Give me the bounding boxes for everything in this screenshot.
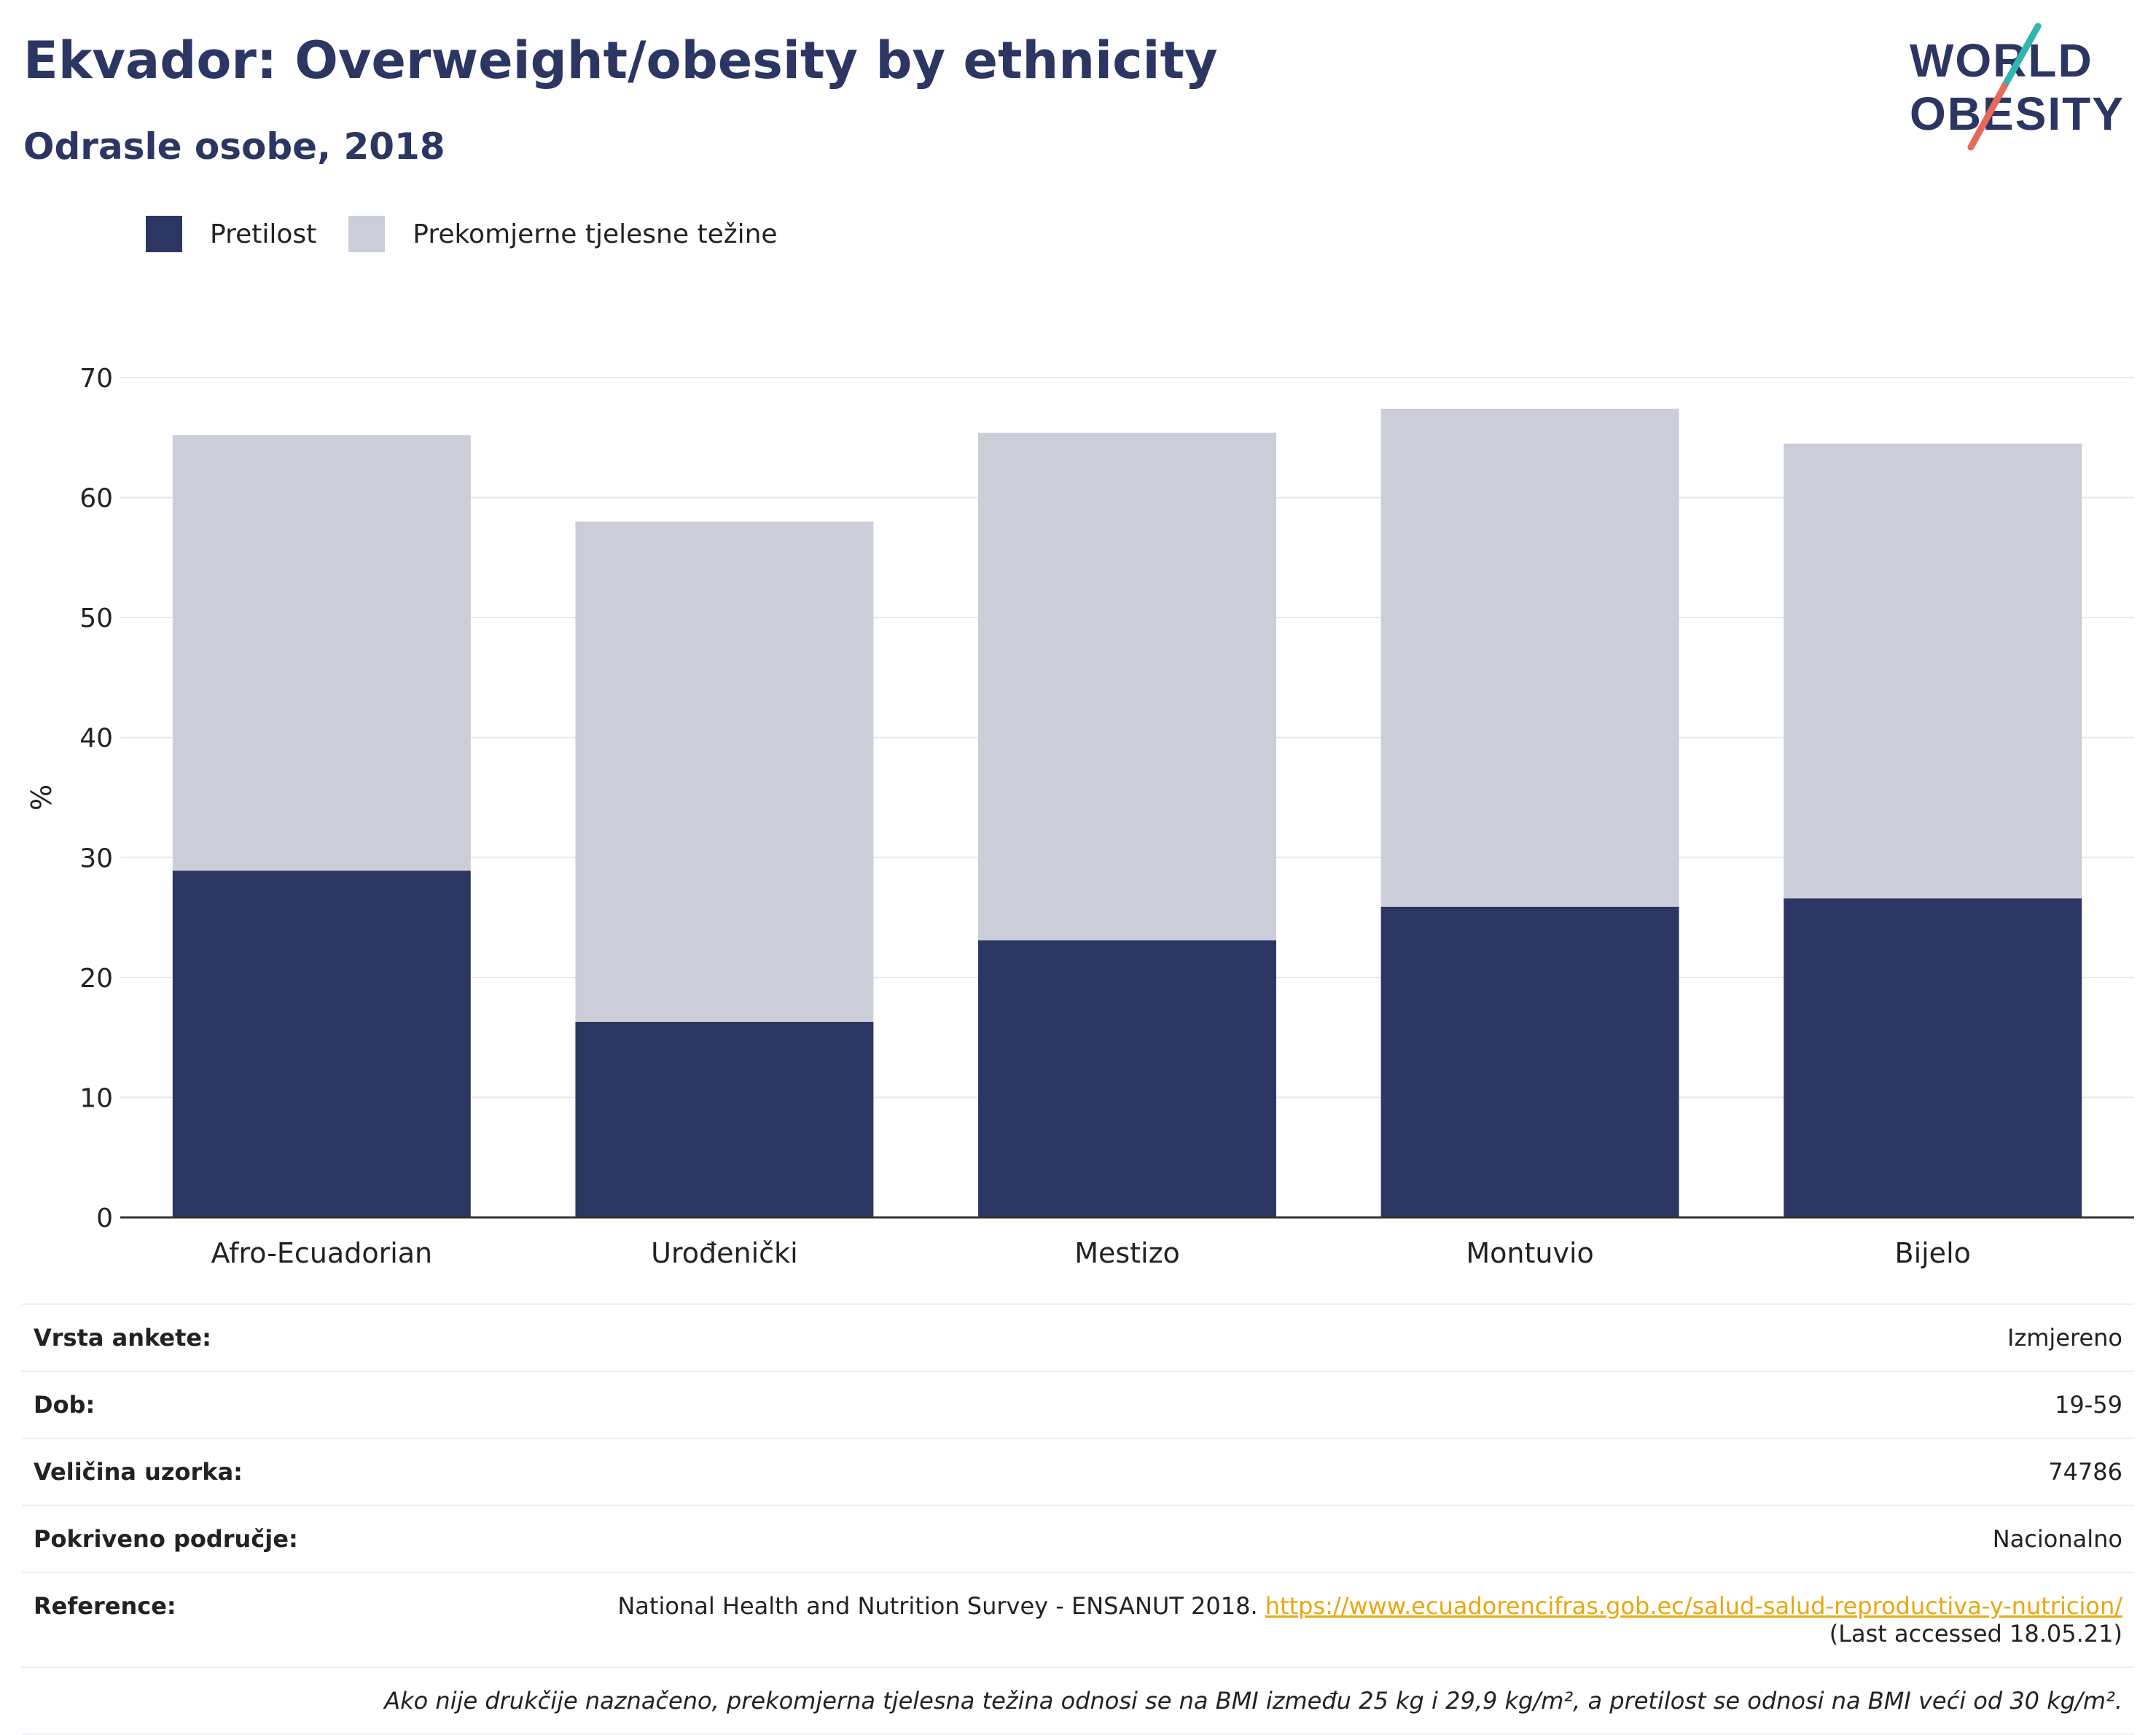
info-row-age: Dob: 19-59	[22, 1371, 2134, 1438]
y-tick-label: 30	[79, 843, 113, 873]
legend-item-overweight[interactable]: Prekomjerne tjelesne težine	[348, 216, 778, 252]
world-obesity-logo: WORLD OBESITY	[1910, 23, 2125, 151]
y-axis-label: %	[26, 784, 58, 811]
reference-text: National Health and Nutrition Survey - E…	[617, 1592, 1258, 1620]
x-tick-label: Montuvio	[1466, 1237, 1593, 1268]
bar-overweight-3[interactable]	[1380, 408, 1679, 907]
legend-swatch-obesity	[146, 216, 182, 252]
bar-obesity-1[interactable]	[575, 1021, 874, 1217]
legend-swatch-overweight	[348, 216, 386, 252]
y-tick-label: 70	[79, 364, 113, 394]
info-row-reference: Reference: National Health and Nutrition…	[22, 1572, 2134, 1666]
bar-overweight-2[interactable]	[978, 432, 1276, 940]
info-row-area: Pokriveno područje: Nacionalno	[22, 1505, 2134, 1572]
legend-label-obesity: Pretilost	[210, 219, 317, 249]
reference-value: National Health and Nutrition Survey - E…	[617, 1592, 2122, 1648]
info-value: 19-59	[2055, 1391, 2122, 1419]
x-tick-label: Mestizo	[1074, 1237, 1180, 1268]
bar-chart: 0 10 20 30 40 50 60 70% Afro-Ecuadorian Urođeničk…	[26, 364, 2134, 1268]
y-tick-label: 40	[79, 724, 113, 754]
x-tick-label: Bijelo	[1895, 1237, 1971, 1268]
x-tick-label: Urođenički	[651, 1237, 797, 1268]
chart-legend: Pretilost Prekomjerne tjelesne težine	[146, 216, 810, 252]
logo-line1: WORLD	[1910, 34, 2093, 87]
bar-overweight-1[interactable]	[575, 521, 874, 1022]
chart-subtitle: Odrasle osobe, 2018	[23, 125, 445, 168]
y-tick-label: 60	[79, 484, 113, 514]
reference-link[interactable]: https://www.ecuadorencifras.gob.ec/salud…	[1265, 1592, 2122, 1620]
bmi-definition-note: Ako nije drukčije naznačeno, prekomjerna…	[22, 1666, 2134, 1735]
x-tick-label: Afro-Ecuadorian	[211, 1237, 432, 1268]
info-label: Veličina uzorka:	[34, 1458, 243, 1486]
bar-obesity-2[interactable]	[978, 940, 1276, 1217]
legend-item-obesity[interactable]: Pretilost	[146, 216, 316, 252]
legend-label-overweight: Prekomjerne tjelesne težine	[413, 219, 778, 249]
survey-info-table: Vrsta ankete: Izmjereno Dob: 19-59 Velič…	[22, 1303, 2134, 1735]
y-tick-label: 20	[79, 964, 113, 994]
bar-overweight-0[interactable]	[172, 434, 471, 871]
info-label: Pokriveno područje:	[34, 1525, 298, 1553]
y-tick-label: 50	[79, 604, 113, 633]
reference-accessed: (Last accessed 18.05.21)	[1829, 1620, 2122, 1648]
info-value: Nacionalno	[1992, 1525, 2122, 1553]
info-value: Izmjereno	[2007, 1324, 2122, 1352]
info-label: Dob:	[34, 1391, 95, 1419]
logo-slash-teal	[2001, 23, 2042, 90]
chart-title: Ekvador: Overweight/obesity by ethnicity	[23, 31, 1218, 90]
logo-slash-red	[1967, 82, 2008, 151]
y-tick-label: 10	[79, 1083, 113, 1113]
info-value: 74786	[2048, 1458, 2122, 1486]
y-tick-label: 0	[96, 1204, 113, 1233]
info-row-sample-size: Veličina uzorka: 74786	[22, 1438, 2134, 1505]
bar-obesity-4[interactable]	[1784, 898, 2082, 1217]
bar-overweight-4[interactable]	[1784, 443, 2082, 899]
info-label: Reference:	[34, 1592, 176, 1620]
info-label: Vrsta ankete:	[34, 1324, 211, 1352]
info-row-survey-type: Vrsta ankete: Izmjereno	[22, 1303, 2134, 1371]
bar-obesity-0[interactable]	[172, 870, 471, 1217]
bar-obesity-3[interactable]	[1380, 906, 1679, 1217]
logo-line2: OBESITY	[1910, 87, 2125, 140]
